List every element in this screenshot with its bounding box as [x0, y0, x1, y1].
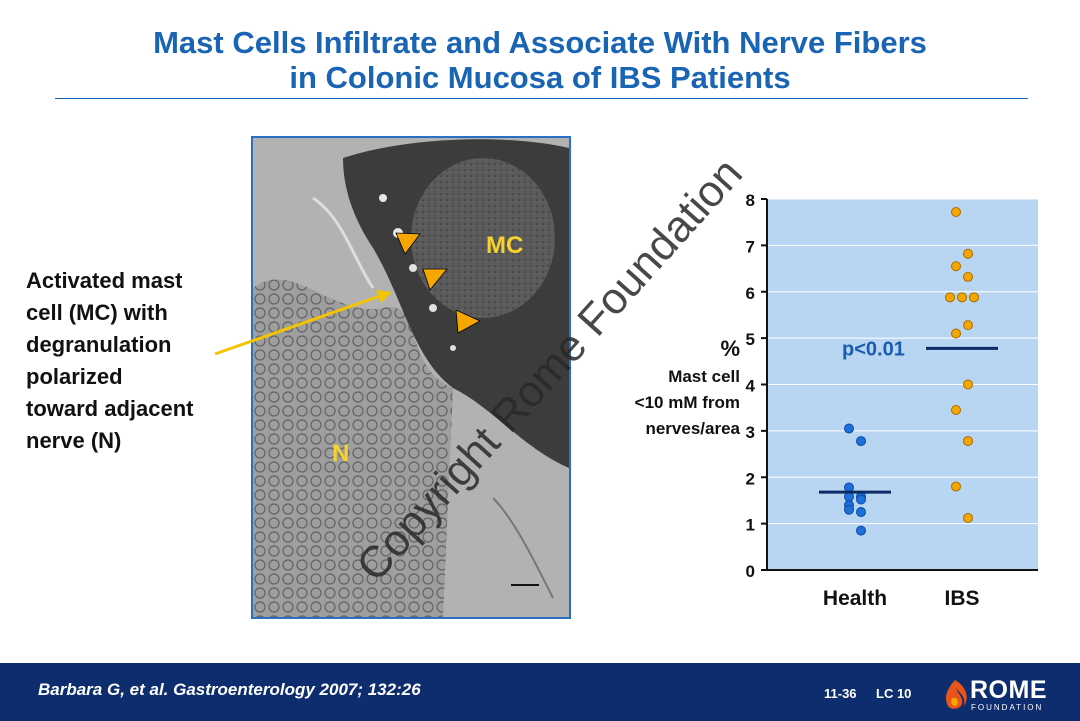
p-value-annotation: p<0.01 [842, 338, 905, 360]
mc-label: MC [486, 232, 523, 259]
y-axis-label-line-2: <10 mM from [634, 393, 740, 412]
data-point [856, 507, 866, 518]
caption-line: polarized [26, 364, 123, 389]
y-tick-label: 5 [746, 330, 755, 349]
rome-foundation-logo: ROME FOUNDATION [940, 676, 1060, 716]
footer-bar [0, 663, 1080, 721]
data-point [844, 504, 854, 515]
y-axis-label-line-3: nerves/area [645, 419, 740, 438]
caption-line: cell (MC) with [26, 300, 168, 325]
data-point [951, 328, 961, 339]
data-point [963, 379, 973, 390]
micrograph-image: MC N [253, 138, 569, 617]
caption-line: degranulation [26, 332, 172, 357]
category-label-health: Health [823, 587, 887, 610]
data-point [963, 248, 973, 259]
y-tick-label: 7 [746, 237, 755, 256]
figure-caption: Activated mast cell (MC) with degranulat… [26, 265, 193, 457]
category-label-ibs: IBS [944, 587, 979, 610]
title-divider [55, 98, 1028, 99]
data-point [856, 494, 866, 505]
flame-icon [946, 680, 967, 709]
pointer-arrow-head [376, 290, 392, 303]
data-point [963, 436, 973, 447]
y-tick-label: 8 [746, 191, 755, 210]
data-point [957, 292, 967, 303]
y-tick-label: 1 [746, 516, 755, 535]
slide-title-line-1: Mast Cells Infiltrate and Associate With… [153, 25, 927, 60]
data-point [856, 525, 866, 536]
data-point [951, 405, 961, 416]
footer-reference: Barbara G, et al. Gastroenterology 2007;… [38, 680, 421, 699]
caption-line: toward adjacent [26, 396, 194, 421]
y-tick-label: 3 [746, 423, 755, 442]
n-label: N [332, 440, 349, 467]
data-point [963, 320, 973, 331]
data-point [856, 436, 866, 447]
pointer-arrow [214, 294, 381, 356]
y-tick-label: 0 [746, 562, 755, 581]
caption-line: nerve (N) [26, 428, 122, 453]
y-axis-symbol: % [720, 336, 740, 361]
electron-micrograph: MC N [251, 136, 571, 619]
slide-title-line-2: in Colonic Mucosa of IBS Patients [289, 60, 791, 95]
data-point [951, 206, 961, 217]
data-point [951, 481, 961, 492]
data-point [945, 292, 955, 303]
logo-name: ROME [970, 676, 1047, 704]
data-point [963, 513, 973, 524]
slide-number: 11-36 [824, 686, 857, 701]
y-axis-label-line-1: Mast cell [668, 367, 740, 386]
y-tick-label: 6 [746, 284, 755, 303]
data-point [969, 292, 979, 303]
data-point [951, 261, 961, 272]
y-tick-label: 4 [746, 377, 756, 396]
data-point [963, 271, 973, 282]
data-point [844, 423, 854, 434]
slide-code: LC 10 [876, 686, 912, 701]
y-tick-label: 2 [746, 469, 755, 488]
caption-line: Activated mast [26, 268, 183, 293]
logo-subtitle: FOUNDATION [971, 703, 1044, 712]
